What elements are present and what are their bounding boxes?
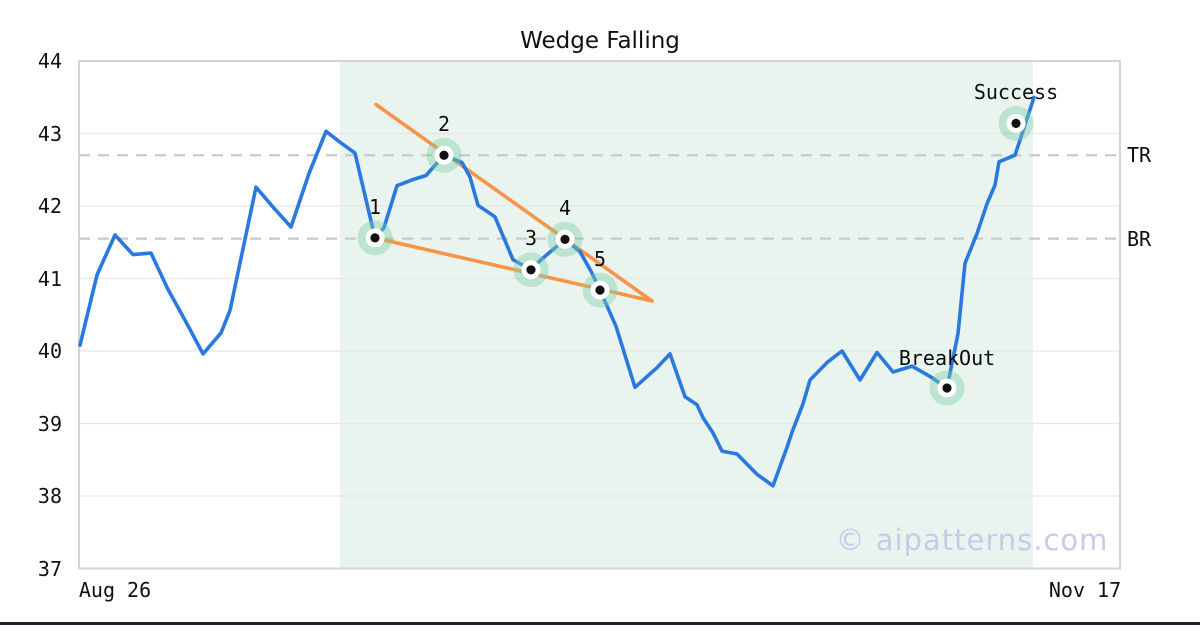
marker-label-1: 1 bbox=[368, 194, 382, 219]
pattern-zone-shading bbox=[340, 61, 1033, 569]
marker-dot-2 bbox=[439, 150, 449, 160]
marker-label-2: 2 bbox=[437, 112, 451, 137]
marker-label-breakout: BreakOut bbox=[898, 345, 996, 370]
marker-label-success: Success bbox=[973, 80, 1059, 105]
y-tick-39: 39 bbox=[37, 411, 62, 436]
marker-dot-3 bbox=[526, 265, 536, 275]
y-tick-44: 44 bbox=[37, 49, 62, 73]
y-tick-37: 37 bbox=[37, 556, 62, 581]
y-tick-43: 43 bbox=[37, 121, 62, 146]
marker-dot-5 bbox=[595, 285, 605, 295]
marker-label-4: 4 bbox=[558, 196, 572, 221]
y-tick-40: 40 bbox=[37, 339, 62, 363]
y-tick-41: 41 bbox=[37, 266, 62, 291]
plot-border bbox=[78, 60, 1121, 570]
marker-dot-1 bbox=[370, 233, 380, 243]
y-tick-38: 38 bbox=[37, 484, 62, 508]
marker-dot-4 bbox=[560, 234, 570, 244]
chart-title: Wedge Falling bbox=[520, 28, 680, 54]
marker-dot-breakout bbox=[942, 383, 952, 393]
br-level-label: BR bbox=[1127, 227, 1152, 251]
watermark: © aipatterns.com bbox=[835, 523, 1109, 557]
upper-trendline bbox=[374, 102, 654, 303]
marker-dot-success bbox=[1011, 118, 1021, 128]
x-tick-nov-17: Nov 17 bbox=[1048, 578, 1122, 602]
marker-label-3: 3 bbox=[524, 225, 538, 250]
tr-level-label: TR bbox=[1127, 143, 1152, 167]
bottom-accent-bar bbox=[0, 622, 1200, 625]
x-tick-aug-26: Aug 26 bbox=[78, 578, 152, 602]
y-tick-42: 42 bbox=[37, 194, 62, 218]
marker-label-5: 5 bbox=[593, 247, 607, 272]
